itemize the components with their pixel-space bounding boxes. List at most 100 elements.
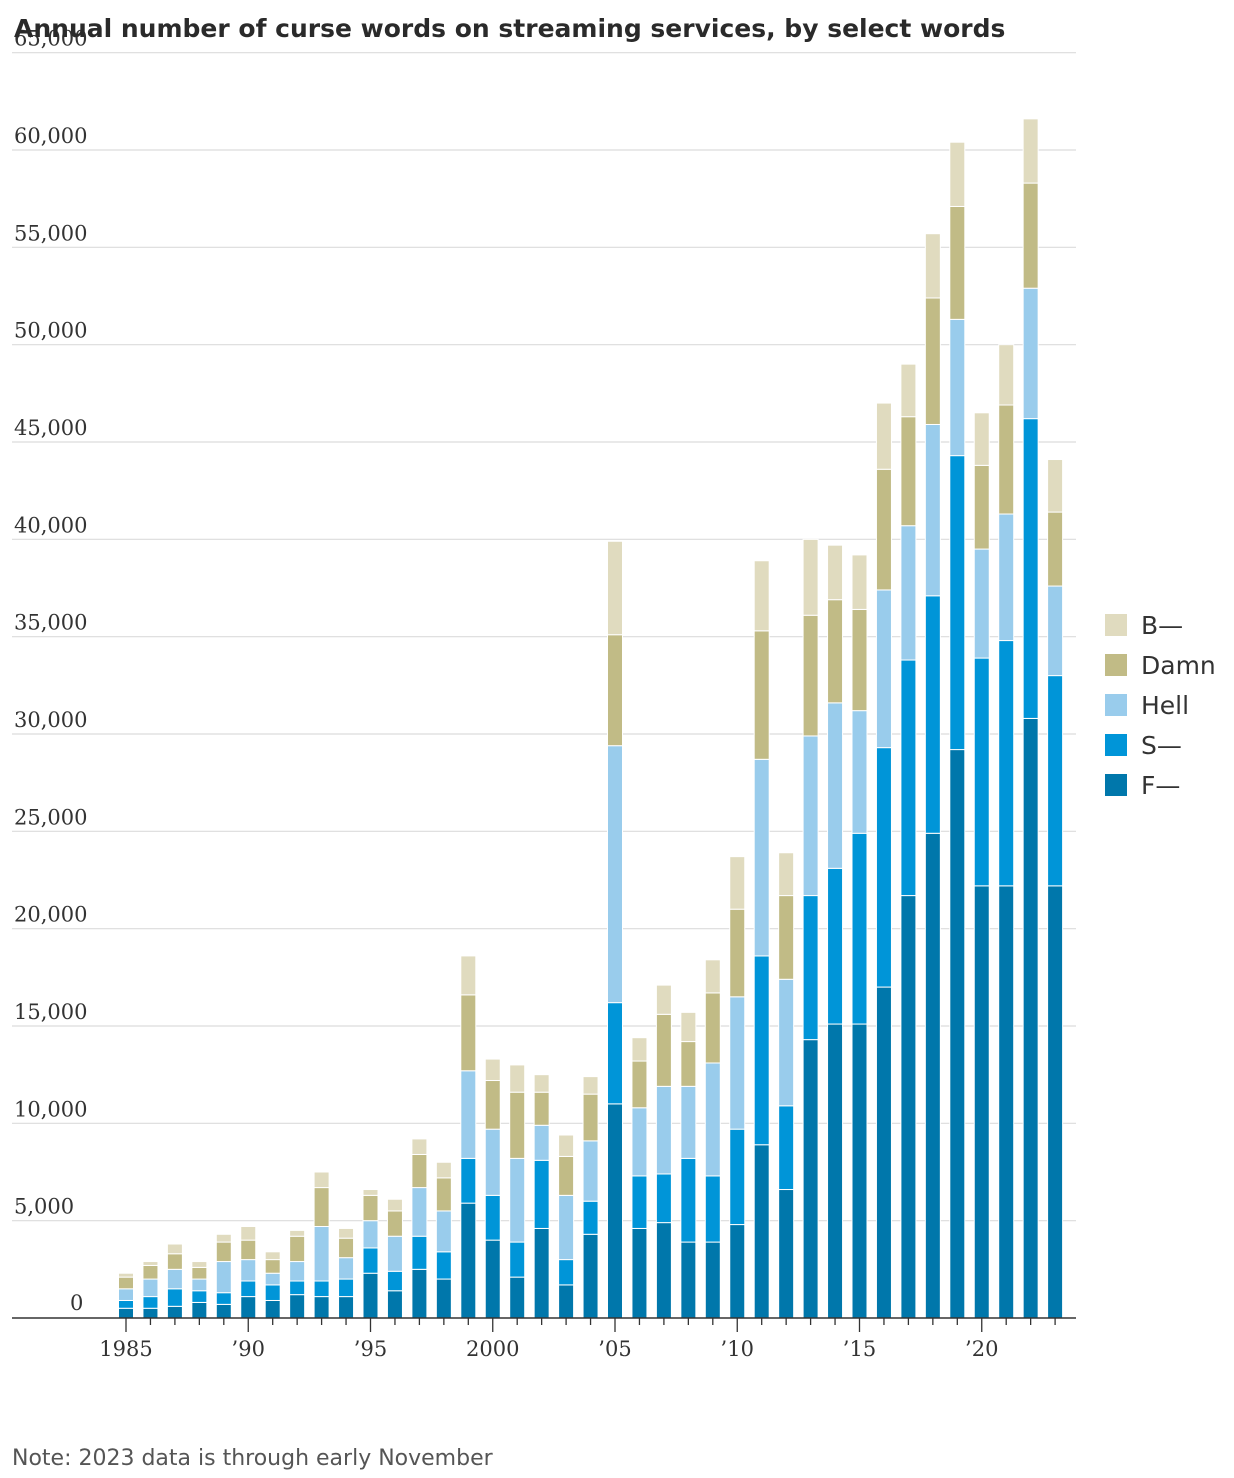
bar-segment: [973, 548, 990, 659]
bar-segment: [166, 1253, 183, 1270]
bar-segment: [607, 634, 623, 747]
bar-segment: [827, 544, 844, 601]
legend-label: S—: [1141, 731, 1182, 760]
bar-segment: [704, 1062, 721, 1177]
bar-segment: [680, 1157, 697, 1243]
y-tick-label: 45,000: [14, 416, 87, 440]
bar-segment: [386, 1210, 403, 1237]
bar-segment: [729, 908, 746, 998]
bar-segment: [313, 1296, 330, 1319]
bar-stack-2013: [802, 538, 819, 1319]
bar-segment: [949, 455, 966, 751]
bar-segment: [949, 205, 966, 320]
x-tick-label: ’10: [721, 1337, 754, 1361]
bar-segment: [924, 423, 941, 597]
bar-segment: [362, 1189, 379, 1196]
y-tick-label: 15,000: [14, 1000, 87, 1024]
bar-segment: [118, 1276, 134, 1290]
legend: B— Damn Hell S— F—: [1105, 611, 1216, 800]
legend-item: Damn: [1105, 651, 1216, 680]
bar-segment: [240, 1239, 257, 1261]
bar-segment: [411, 1187, 428, 1237]
bar-stack-1985: [118, 1272, 134, 1319]
bar-segment: [533, 1159, 550, 1229]
bar-segment: [289, 1280, 306, 1296]
bar-segment: [631, 1037, 648, 1062]
bar-segment: [802, 1039, 819, 1319]
bar-stack-1986: [142, 1261, 159, 1319]
bar-segment: [802, 735, 819, 897]
bar-segment: [827, 867, 844, 1025]
bar-stack-2005: [607, 540, 623, 1319]
bar-stack-1988: [191, 1261, 208, 1319]
bar-segment: [973, 464, 990, 550]
bar-segment: [924, 832, 941, 1319]
legend-swatch: [1105, 694, 1127, 716]
legend-label: B—: [1141, 611, 1183, 640]
bar-segment: [118, 1288, 134, 1301]
bar-stack-2017: [900, 363, 917, 1319]
bar-segment: [851, 554, 868, 610]
bar-segment: [851, 710, 868, 834]
chart-title: Annual number of curse words on streamin…: [14, 14, 1005, 43]
bar-segment: [778, 1189, 795, 1319]
bar-segment: [240, 1296, 257, 1319]
bar-segment: [509, 1276, 526, 1319]
bar-segment: [582, 1200, 599, 1235]
bar-segment: [704, 1241, 721, 1319]
bar-segment: [680, 1085, 697, 1159]
bar-segment: [435, 1161, 452, 1179]
bar-segment: [753, 630, 770, 760]
bar-segment: [435, 1251, 452, 1280]
bar-segment: [753, 1144, 770, 1319]
bar-segment: [215, 1292, 232, 1305]
bar-segment: [753, 560, 770, 632]
bar-segment: [753, 758, 770, 957]
y-tick-label: 50,000: [14, 319, 87, 343]
legend-swatch: [1105, 774, 1127, 796]
x-tick-label: ’15: [843, 1337, 876, 1361]
bar-segment: [949, 749, 966, 1319]
bar-segment: [998, 885, 1015, 1319]
bar-segment: [166, 1268, 183, 1290]
legend-item: F—: [1105, 771, 1180, 800]
bar-segment: [851, 608, 868, 712]
bar-segment: [655, 1173, 672, 1224]
legend-swatch: [1105, 734, 1127, 756]
bar-segment: [313, 1226, 330, 1282]
legend-label: Damn: [1141, 651, 1216, 680]
bar-segment: [900, 895, 917, 1319]
bar-segment: [460, 994, 477, 1072]
bar-stack-1993: [313, 1171, 330, 1319]
bar-stack-2007: [655, 984, 672, 1319]
y-tick-label: 10,000: [14, 1097, 87, 1121]
bar-segment: [166, 1305, 183, 1319]
bar-segment: [362, 1272, 379, 1319]
chart-note: Note: 2023 data is through early Novembe…: [12, 1446, 494, 1471]
bar-segment: [1047, 511, 1064, 587]
bar-segment: [215, 1233, 232, 1243]
bar-segment: [435, 1278, 452, 1319]
bar-segment: [338, 1278, 355, 1298]
bar-stack-2010: [729, 856, 746, 1319]
bar-segment: [582, 1076, 599, 1095]
bar-segment: [607, 540, 623, 636]
legend-label: Hell: [1141, 691, 1189, 720]
bar-stack-2023: [1047, 459, 1064, 1319]
bar-segment: [558, 1259, 575, 1286]
bar-segment: [949, 141, 966, 207]
bar-stack-1994: [338, 1227, 355, 1319]
bar-segment: [607, 745, 623, 1004]
y-tick-label: 20,000: [14, 903, 87, 927]
bar-stack-2001: [509, 1064, 526, 1319]
bar-segment: [827, 599, 844, 704]
bar-segment: [973, 657, 990, 887]
bar-segment: [778, 895, 795, 980]
y-tick-label: 40,000: [14, 513, 87, 537]
bar-segment: [900, 363, 917, 418]
bar-segment: [973, 412, 990, 466]
y-tick-label: 35,000: [14, 611, 87, 635]
bar-stack-2006: [631, 1037, 648, 1319]
bar-segment: [509, 1157, 526, 1243]
bar-segment: [460, 1157, 477, 1204]
